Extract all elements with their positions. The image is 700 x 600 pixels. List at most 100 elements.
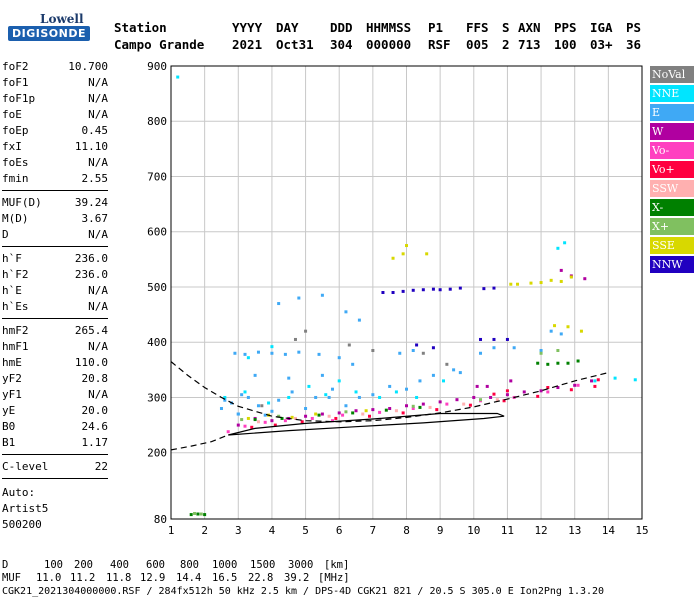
data-point — [391, 291, 395, 294]
param-value: 265.4 — [74, 324, 108, 337]
param-value: 11.10 — [74, 140, 108, 153]
data-point — [233, 351, 237, 355]
y-tick-label: 300 — [147, 391, 167, 404]
data-point — [378, 410, 382, 414]
footer-muf-label: MUF — [2, 572, 21, 584]
param-divider — [2, 454, 108, 455]
header-label-pps: PPS — [554, 20, 577, 35]
logo-brand: Lowell — [40, 12, 84, 26]
y-tick-label: 80 — [154, 513, 167, 526]
footer-d-value: 3000 — [288, 559, 314, 571]
param-value: N/A — [88, 228, 108, 241]
data-point — [596, 378, 600, 382]
data-point — [633, 378, 637, 382]
data-point — [411, 404, 415, 408]
data-point — [243, 352, 247, 356]
footer-d-unit: [km] — [324, 559, 350, 571]
footer-muf-value: 22.8 — [248, 572, 274, 584]
footer-d-value: 1500 — [250, 559, 276, 571]
legend-item-nnw: NNW — [650, 256, 694, 273]
data-point — [438, 288, 442, 292]
param-row: yF1 N/A — [2, 388, 108, 403]
data-point — [327, 414, 331, 418]
data-point — [539, 389, 543, 393]
data-point — [317, 413, 321, 417]
data-point — [539, 349, 543, 353]
data-point — [411, 288, 415, 292]
param-row: foE N/A — [2, 108, 108, 123]
param-value: N/A — [88, 300, 108, 313]
footer-muf-value: 11.0 — [36, 572, 62, 584]
data-point — [378, 395, 382, 399]
data-point — [327, 395, 331, 399]
param-name: yF1 — [2, 388, 22, 401]
y-tick-label: 200 — [147, 447, 167, 460]
param-row: hmF2 265.4 — [2, 324, 108, 339]
data-point — [280, 416, 284, 420]
data-point — [458, 286, 462, 290]
header-label-p1: P1 — [428, 20, 444, 35]
data-point — [277, 302, 281, 306]
data-point — [425, 252, 429, 256]
data-point — [546, 390, 550, 394]
data-point — [293, 416, 297, 420]
data-point — [344, 404, 348, 408]
header-value-iga: 03+ — [590, 37, 613, 52]
data-point — [347, 343, 351, 347]
x-tick-label: 8 — [403, 524, 410, 537]
legend-item-e: E — [650, 104, 694, 121]
param-row: B0 24.6 — [2, 420, 108, 435]
x-tick-label: 10 — [467, 524, 480, 537]
param-name: M(D) — [2, 212, 29, 225]
legend-item-ssw: SSW — [650, 180, 694, 197]
data-point — [337, 411, 341, 415]
footer-muf-value: 11.8 — [106, 572, 132, 584]
footer-muf-value: 14.4 — [176, 572, 202, 584]
data-point — [263, 413, 267, 417]
data-point — [492, 337, 496, 341]
footer-d-value: 400 — [110, 559, 129, 571]
data-point — [569, 388, 573, 392]
param-row: C-level 22 — [2, 460, 108, 475]
data-point — [421, 351, 425, 355]
footer-muf-unit: [MHz] — [318, 572, 350, 584]
data-point — [304, 414, 308, 418]
data-point — [297, 350, 301, 354]
param-name: hmE — [2, 356, 22, 369]
data-point — [435, 408, 439, 412]
data-point — [472, 395, 476, 399]
data-point — [522, 390, 526, 394]
x-tick-label: 7 — [370, 524, 377, 537]
param-name: fmin — [2, 172, 29, 185]
data-point — [492, 346, 496, 350]
data-point — [226, 430, 230, 434]
data-point — [334, 416, 338, 420]
data-point — [243, 390, 247, 394]
data-point — [405, 387, 408, 391]
data-point — [405, 404, 408, 408]
data-point — [253, 373, 257, 377]
data-point — [479, 351, 483, 355]
data-point — [263, 420, 267, 424]
legend-item-x-plus: X+ — [650, 218, 694, 235]
data-point — [193, 511, 197, 515]
y-tick-label: 600 — [147, 226, 167, 239]
data-point — [337, 356, 341, 360]
data-point — [559, 268, 563, 272]
header-label-iga: IGA — [590, 20, 613, 35]
data-point — [593, 379, 597, 383]
data-point — [287, 376, 291, 380]
x-tick-label: 3 — [235, 524, 242, 537]
data-point — [418, 405, 422, 409]
data-point — [411, 407, 415, 411]
param-value: N/A — [88, 76, 108, 89]
data-point — [381, 291, 385, 294]
data-point — [401, 411, 405, 415]
data-point — [371, 408, 375, 412]
legend-item-vo-plus: Vo+ — [650, 161, 694, 178]
legend-item-nne: NNE — [650, 85, 694, 102]
data-point — [388, 384, 392, 388]
param-value: N/A — [88, 284, 108, 297]
data-point — [556, 386, 560, 390]
data-point — [398, 351, 402, 355]
